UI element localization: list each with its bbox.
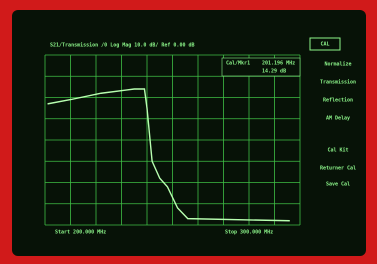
menu-item: Cal Kit <box>327 148 348 154</box>
cal-button: CAL <box>320 42 329 48</box>
screenshot: S21/Transmission /0 Log Mag 10.0 dB/ Ref… <box>0 0 377 264</box>
marker-label: Cal/Mkr1 <box>226 61 250 67</box>
menu-item: Reflection <box>323 98 353 104</box>
start-label: Start 200.000 MHz <box>55 230 106 236</box>
marker-freq: 201.196 MHz <box>262 61 295 67</box>
menu-item: Returner Cal <box>320 166 356 172</box>
marker-level: 14.29 dB <box>262 69 286 75</box>
header: S21/Transmission /0 Log Mag 10.0 dB/ Ref… <box>50 43 195 49</box>
menu-item: Normalize <box>324 62 351 68</box>
menu-item: Save Cal <box>326 182 350 188</box>
stop-label: Stop 300.000 MHz <box>225 230 273 236</box>
menu-item: Transmission <box>320 80 356 86</box>
menu-item: AM Delay <box>326 116 350 122</box>
